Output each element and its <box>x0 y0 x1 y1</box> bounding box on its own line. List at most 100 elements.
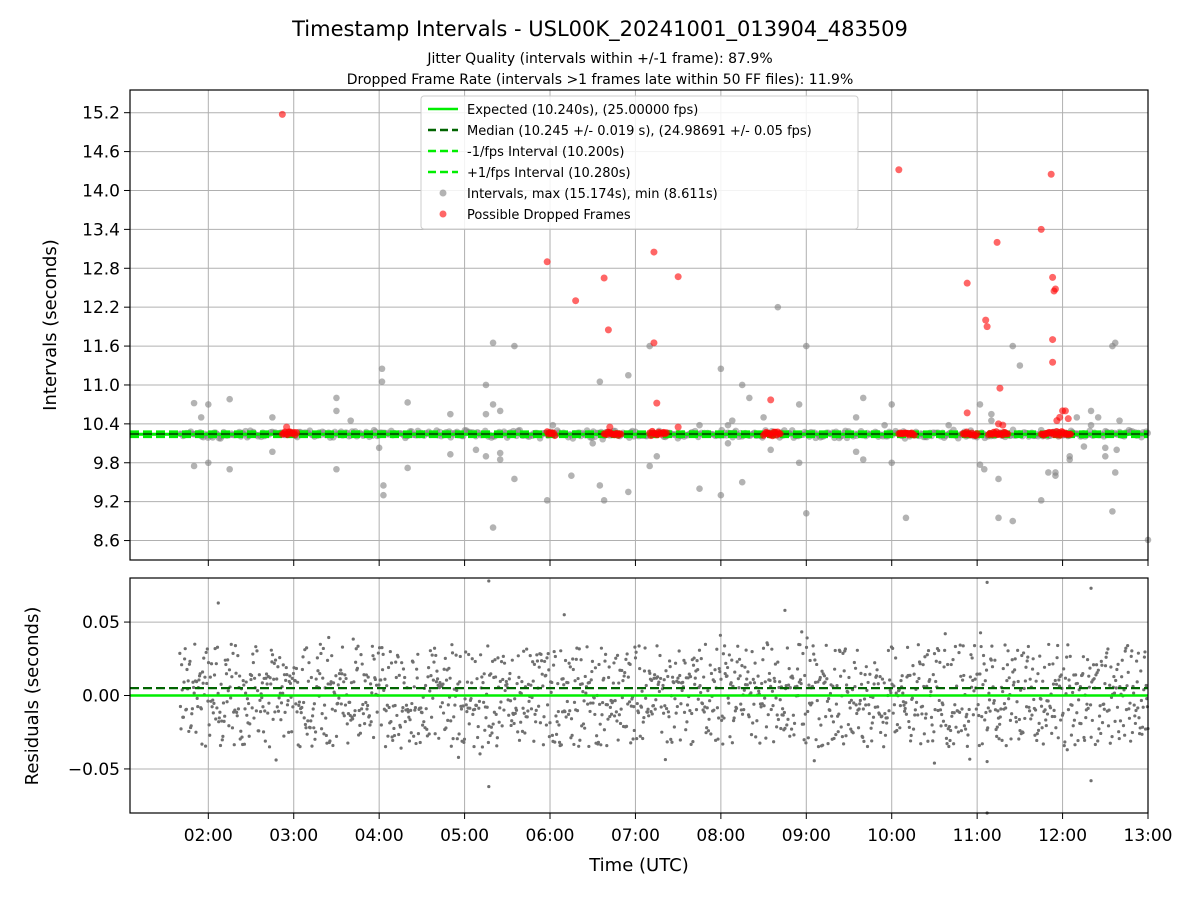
residual-point <box>715 647 719 651</box>
residual-point <box>401 667 406 671</box>
residual-point <box>435 677 440 681</box>
residual-point <box>729 681 733 685</box>
residual-point <box>822 674 827 678</box>
residual-point <box>368 682 373 686</box>
residual-point <box>958 643 962 647</box>
residual-point <box>1082 738 1087 743</box>
residual-point <box>1096 739 1100 743</box>
intervals-axes-frame <box>129 89 1149 561</box>
residual-point <box>372 657 376 661</box>
residual-point <box>338 677 342 681</box>
residual-point <box>431 678 435 682</box>
residual-point <box>242 683 246 687</box>
residual-point <box>851 731 855 735</box>
residual-point <box>646 707 650 711</box>
residual-point <box>401 705 405 710</box>
residual-point <box>516 730 520 734</box>
residual-point <box>621 679 625 683</box>
residual-point <box>489 672 493 676</box>
residual-point <box>1063 740 1067 744</box>
residual-point <box>254 709 258 713</box>
residual-point <box>750 649 754 654</box>
residual-point <box>764 736 768 740</box>
interval-point <box>859 394 867 402</box>
residual-point <box>694 708 699 712</box>
residual-point <box>190 712 194 716</box>
residual-point <box>588 709 592 714</box>
residual-point <box>236 654 240 658</box>
residual-point <box>211 698 215 702</box>
residual-point <box>1073 743 1077 747</box>
interval-point <box>596 482 604 489</box>
residual-point <box>261 730 266 734</box>
residual-point <box>752 681 757 685</box>
interval-point <box>625 371 632 379</box>
residual-point <box>1134 708 1138 713</box>
residual-point <box>677 649 681 653</box>
residual-point <box>1066 643 1070 647</box>
residual-point <box>1072 718 1077 722</box>
residual-point <box>532 662 537 666</box>
interval-point <box>795 401 803 408</box>
dropped-frame-point <box>767 396 775 404</box>
interval-point <box>511 342 518 350</box>
residual-point <box>1143 727 1148 731</box>
residual-point <box>680 688 684 693</box>
intervals-y-ticks: 8.69.29.810.411.011.612.212.813.414.014.… <box>82 104 130 552</box>
residual-point <box>409 708 413 712</box>
residual-point <box>736 644 740 648</box>
interval-point <box>976 461 984 469</box>
residual-point <box>675 704 679 709</box>
residual-point <box>806 709 810 714</box>
residual-point <box>1042 665 1047 669</box>
residual-point <box>1114 678 1118 683</box>
residual-point <box>792 721 797 725</box>
residual-point <box>876 682 880 686</box>
residual-point <box>669 737 673 741</box>
residual-point <box>316 669 320 673</box>
interval-point <box>347 417 354 424</box>
interval-point <box>881 421 888 429</box>
residual-point <box>1006 649 1010 653</box>
residual-point <box>614 656 618 660</box>
residual-point <box>557 723 561 727</box>
residual-point <box>200 742 204 746</box>
residual-point <box>313 737 317 741</box>
residual-point <box>706 689 710 693</box>
residual-point <box>819 723 823 727</box>
residual-point <box>798 678 803 682</box>
residual-point <box>282 673 287 677</box>
interval-point <box>197 414 205 421</box>
residual-point <box>606 675 611 680</box>
residual-point <box>354 647 358 651</box>
residual-point <box>534 720 538 724</box>
residual-point <box>853 666 858 670</box>
residual-point <box>458 654 462 659</box>
residual-point <box>766 713 770 717</box>
residual-point <box>1028 677 1032 681</box>
residual-point <box>593 666 598 670</box>
residual-point <box>232 743 236 747</box>
residual-point <box>1129 654 1133 659</box>
residual-point <box>861 707 865 711</box>
residual-point <box>564 715 568 719</box>
residual-point <box>215 645 220 649</box>
residual-point <box>361 702 365 707</box>
residual-point <box>566 681 570 685</box>
residual-point <box>916 643 920 647</box>
interval-point <box>746 394 753 402</box>
residual-point <box>1047 642 1051 647</box>
residual-point <box>208 733 212 737</box>
residual-point <box>300 705 304 710</box>
residual-point <box>642 715 646 720</box>
residual-point <box>1068 684 1072 688</box>
residual-point <box>273 710 277 714</box>
residual-point <box>668 665 672 669</box>
residual-point <box>662 678 666 682</box>
residual-point <box>356 644 360 648</box>
residual-point <box>658 653 662 658</box>
dropped-frame-point <box>551 432 559 440</box>
residual-point <box>482 672 486 676</box>
residual-point <box>281 691 285 695</box>
intervals-y-tick-label: 14.6 <box>82 143 120 163</box>
